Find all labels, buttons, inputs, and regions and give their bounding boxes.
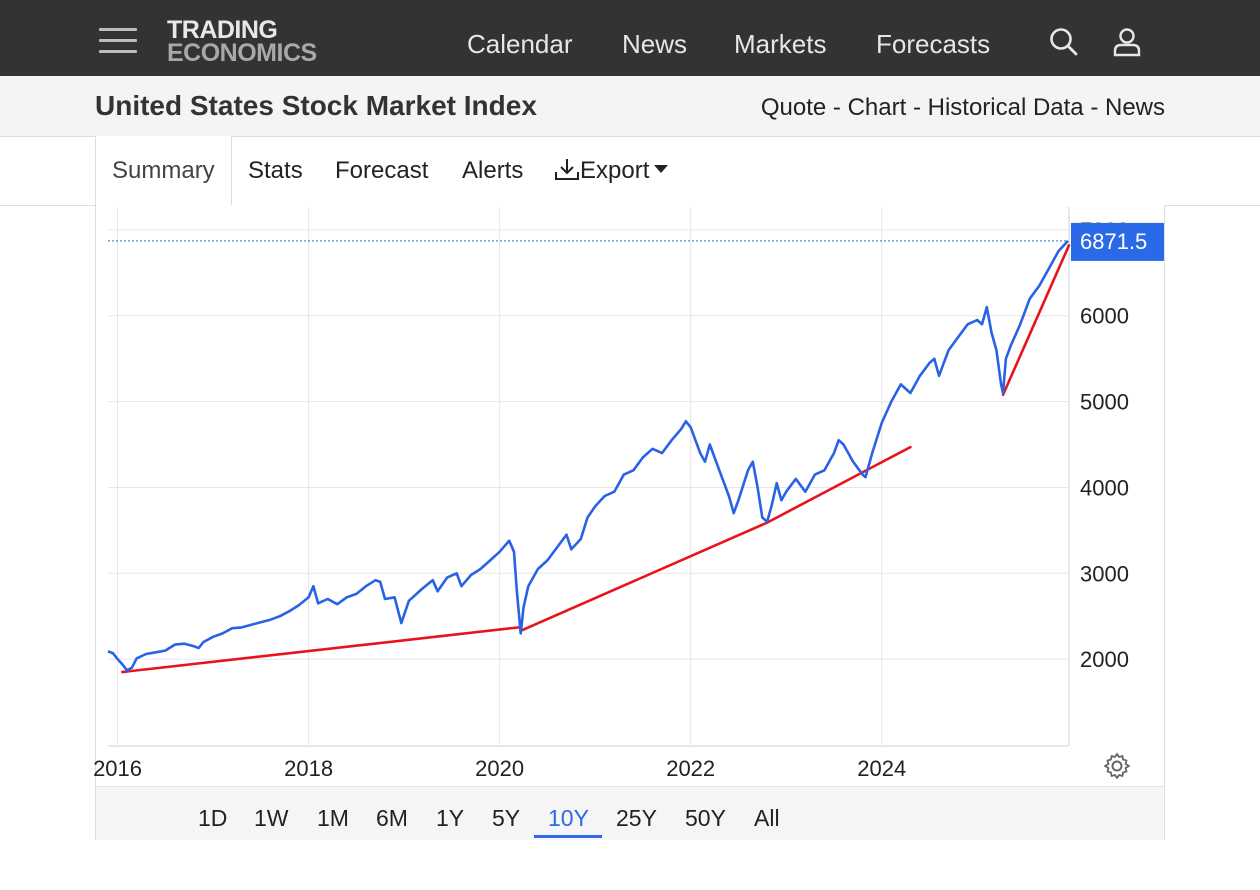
tab-alerts[interactable]: Alerts [462, 157, 524, 184]
tab-bar: Summary Stats Forecast Alerts Export [0, 136, 1260, 206]
link-separator: - [826, 94, 848, 121]
range-1w[interactable]: 1W [254, 805, 289, 831]
gear-icon[interactable] [1103, 752, 1131, 785]
link-separator: - [1083, 94, 1105, 121]
range-1m[interactable]: 1M [317, 805, 349, 831]
logo-line-1: TRADING [167, 16, 278, 44]
top-navbar: TRADING ECONOMICS Calendar News Markets … [0, 0, 1260, 76]
nav-forecasts[interactable]: Forecasts [876, 29, 991, 59]
range-6m[interactable]: 6M [376, 805, 408, 831]
range-10y[interactable]: 10Y [548, 805, 589, 831]
range-50y[interactable]: 50Y [685, 805, 726, 831]
caret-down-icon [654, 165, 669, 173]
menu-icon[interactable] [99, 26, 137, 54]
tab-stats[interactable]: Stats [248, 157, 303, 184]
link-chart[interactable]: Chart [847, 94, 907, 121]
nav-markets[interactable]: Markets [734, 29, 827, 59]
tab-summary[interactable]: Summary [95, 136, 232, 205]
link-separator: - [906, 94, 928, 121]
user-icon[interactable] [1112, 27, 1142, 62]
link-historical-data[interactable]: Historical Data [927, 94, 1084, 121]
export-label: Export [580, 157, 650, 184]
trading-economics-logo[interactable]: TRADING ECONOMICS [167, 16, 317, 67]
range-selected-indicator [534, 835, 602, 838]
range-25y[interactable]: 25Y [616, 805, 657, 831]
range-5y[interactable]: 5Y [492, 805, 521, 831]
range-1d[interactable]: 1D [198, 805, 228, 831]
page-title: United States Stock Market Index [95, 90, 537, 121]
export-button[interactable]: Export [554, 157, 669, 185]
download-icon [555, 159, 579, 180]
range-all[interactable]: All [754, 805, 780, 831]
link-quote[interactable]: Quote [760, 94, 827, 121]
tab-summary-label: Summary [112, 157, 215, 184]
link-news[interactable]: News [1104, 94, 1165, 121]
range-1y[interactable]: 1Y [436, 805, 465, 831]
title-bar: United States Stock Market Index Quote -… [0, 76, 1260, 137]
chart-panel [95, 205, 1165, 840]
nav-calendar[interactable]: Calendar [467, 29, 573, 59]
range-selector: 1D 1W 1M 6M 1Y 5Y 10Y 25Y 50Y All [96, 786, 1164, 840]
nav-news[interactable]: News [622, 29, 688, 59]
tab-forecast[interactable]: Forecast [335, 157, 429, 184]
quick-links: Quote - Chart - Historical Data - News [761, 94, 1165, 122]
logo-line-2: ECONOMICS [167, 39, 317, 67]
search-icon[interactable] [1049, 27, 1079, 62]
